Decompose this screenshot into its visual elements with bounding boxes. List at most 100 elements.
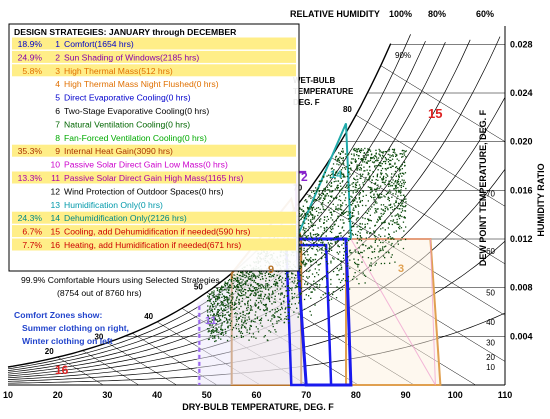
hour-point <box>304 265 306 267</box>
hour-point <box>230 279 232 282</box>
hour-point <box>377 157 380 159</box>
hour-point <box>239 289 241 291</box>
hour-point <box>268 294 271 296</box>
hour-point <box>237 323 240 326</box>
hour-point <box>283 296 285 299</box>
hour-point <box>323 253 326 255</box>
hour-point <box>215 329 217 331</box>
hour-point <box>244 283 246 285</box>
hour-point <box>397 205 399 207</box>
hour-point <box>219 305 221 307</box>
hour-point <box>355 206 357 208</box>
hour-point <box>342 239 345 241</box>
hour-point <box>306 258 308 261</box>
hour-point <box>275 278 277 281</box>
hour-point <box>299 274 301 276</box>
hour-point <box>235 303 237 305</box>
hour-point <box>265 271 268 273</box>
hour-point <box>324 197 326 199</box>
hour-point <box>333 210 335 212</box>
hour-point <box>379 151 381 153</box>
hour-point <box>223 309 225 311</box>
hour-point <box>313 288 315 290</box>
hour-point <box>234 303 236 305</box>
hour-point <box>268 276 270 278</box>
hour-point <box>367 154 369 156</box>
hour-point <box>338 164 340 166</box>
hour-point <box>396 181 399 183</box>
hour-point <box>377 245 379 247</box>
hour-point <box>361 223 363 225</box>
hour-point <box>379 176 381 178</box>
hour-point <box>303 239 305 241</box>
hour-point <box>398 183 400 185</box>
hour-point <box>252 333 254 335</box>
hour-point <box>387 196 389 198</box>
hour-point <box>317 214 319 217</box>
hour-point <box>323 244 325 247</box>
hour-point <box>346 210 348 213</box>
hour-point <box>344 199 346 202</box>
hour-point <box>238 283 240 285</box>
hour-point <box>344 167 346 169</box>
hour-point <box>309 194 311 197</box>
hour-point <box>328 209 330 211</box>
hour-point <box>316 242 318 245</box>
hour-point <box>346 175 348 178</box>
hour-point <box>340 206 342 208</box>
hour-point <box>365 194 367 196</box>
hour-point <box>237 287 239 289</box>
hour-point <box>276 281 278 284</box>
hour-point <box>364 180 366 183</box>
hour-point <box>381 215 383 217</box>
hour-point <box>383 182 385 184</box>
hour-point <box>369 192 372 194</box>
hour-point <box>325 286 327 288</box>
hour-point <box>310 257 312 259</box>
hour-point <box>382 156 385 158</box>
hour-point <box>387 251 390 253</box>
hour-point <box>371 153 373 155</box>
hour-point <box>226 291 228 293</box>
hour-point <box>221 314 223 316</box>
hour-point <box>400 199 403 201</box>
hour-point <box>215 323 217 325</box>
hour-point <box>318 180 321 182</box>
hour-point <box>314 224 316 226</box>
legend-row-number: 4 <box>55 79 60 89</box>
hour-point <box>347 214 349 216</box>
legend-row-number: 10 <box>50 160 60 170</box>
hour-point <box>223 321 225 323</box>
hour-point <box>401 203 403 205</box>
hour-point <box>356 278 358 280</box>
legend-row: 5 Direct Evaporative Cooling(0 hrs) <box>55 93 190 103</box>
hour-point <box>335 197 338 200</box>
hour-point <box>255 304 257 306</box>
hour-point <box>302 229 304 231</box>
hour-point <box>281 306 283 308</box>
hour-point <box>365 245 367 247</box>
hour-point <box>291 276 293 279</box>
hour-point <box>389 154 391 156</box>
legend-row-label: High Thermal Mass(512 hrs) <box>64 66 173 76</box>
hour-point <box>324 188 327 191</box>
hour-point <box>391 242 393 245</box>
hour-point <box>307 254 309 256</box>
hour-point <box>238 303 240 305</box>
hour-point <box>303 253 305 255</box>
hour-point <box>240 335 242 337</box>
hour-point <box>345 156 347 158</box>
hour-point <box>306 270 308 272</box>
hour-point <box>375 262 377 264</box>
hour-point <box>347 276 350 278</box>
hour-point <box>249 309 252 311</box>
hour-point <box>340 260 343 262</box>
hour-point <box>366 161 368 163</box>
hour-point <box>263 295 266 298</box>
hour-point <box>259 300 262 302</box>
hour-point <box>304 231 306 233</box>
hour-point <box>340 232 342 234</box>
hour-point <box>218 320 220 322</box>
hour-point <box>212 323 214 325</box>
hour-point <box>324 190 326 193</box>
